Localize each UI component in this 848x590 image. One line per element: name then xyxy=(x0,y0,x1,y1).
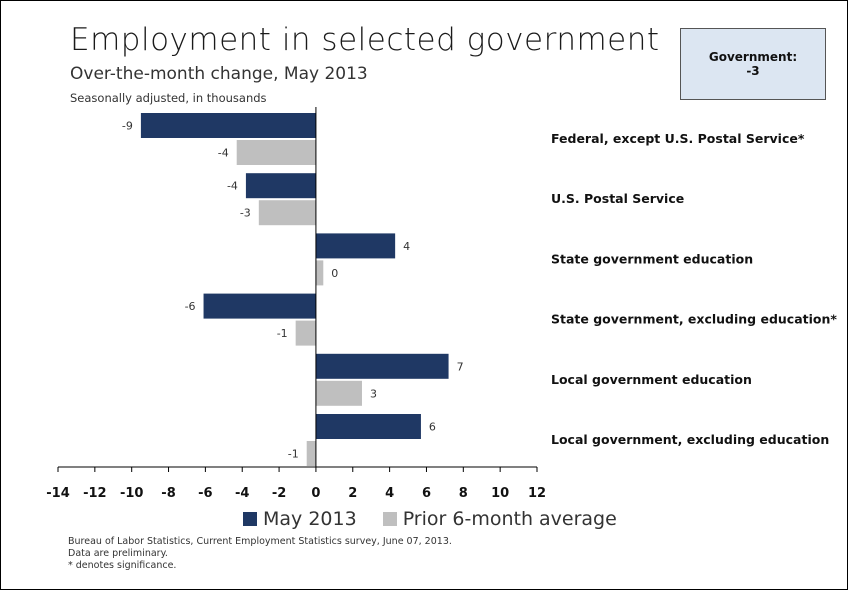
callout-value: -3 xyxy=(746,64,760,78)
data-label: -1 xyxy=(277,327,288,340)
data-label: -3 xyxy=(240,207,251,220)
category-label: U.S. Postal Service xyxy=(551,191,684,206)
units-note: Seasonally adjusted, in thousands xyxy=(70,91,267,105)
x-tick-label: 2 xyxy=(348,486,357,501)
data-label: -4 xyxy=(218,147,229,160)
category-label: Local government education xyxy=(551,372,752,387)
government-callout-box: Government: -3 xyxy=(680,28,826,100)
legend-item-prior-average: Prior 6-month average xyxy=(382,508,617,530)
category-label: State government, excluding education* xyxy=(551,312,837,327)
bar-may-2013 xyxy=(315,414,421,439)
data-label: 6 xyxy=(429,421,436,434)
bar-may-2013 xyxy=(315,233,396,259)
callout-label: Government: xyxy=(708,50,798,64)
data-label: 0 xyxy=(331,267,338,280)
chart-title: Employment in selected government xyxy=(70,22,660,58)
legend-swatch-prior-average xyxy=(382,512,397,526)
x-tick-label: -6 xyxy=(198,486,212,501)
bar-prior-average xyxy=(315,380,362,406)
bar-prior-average xyxy=(315,260,324,286)
data-label: 3 xyxy=(370,387,377,400)
x-tick-label: -14 xyxy=(46,486,70,501)
bar-may-2013 xyxy=(315,353,449,379)
bar-prior-average xyxy=(306,441,316,466)
legend-label-may-2013: May 2013 xyxy=(263,508,357,530)
legend: May 2013 Prior 6-month average xyxy=(243,508,643,530)
x-tick-label: -4 xyxy=(235,486,249,501)
data-label: -9 xyxy=(122,120,133,133)
data-label: 4 xyxy=(403,240,410,253)
bar-may-2013 xyxy=(140,113,316,138)
bar-may-2013 xyxy=(245,173,316,199)
category-label: Federal, except U.S. Postal Service* xyxy=(551,131,805,146)
legend-item-may-2013: May 2013 xyxy=(243,508,357,530)
x-tick-label: 4 xyxy=(385,486,394,501)
bar-prior-average xyxy=(258,200,316,226)
source-notes: Bureau of Labor Statistics, Current Empl… xyxy=(68,536,452,572)
x-tick-label: 8 xyxy=(459,486,468,501)
category-label: Local government, excluding education xyxy=(551,432,829,447)
x-tick-label: 10 xyxy=(491,486,509,501)
preliminary-note: Data are preliminary. xyxy=(68,548,168,559)
legend-label-prior-average: Prior 6-month average xyxy=(402,508,617,530)
data-label: 7 xyxy=(457,360,464,373)
data-label: -1 xyxy=(288,448,299,461)
category-label: State government education xyxy=(551,251,753,266)
chart-subtitle: Over-the-month change, May 2013 xyxy=(70,64,368,84)
x-tick-label: 12 xyxy=(528,486,546,501)
bar-prior-average xyxy=(236,140,316,165)
x-tick-label: -8 xyxy=(161,486,175,501)
x-tick-label: 6 xyxy=(422,486,431,501)
x-tick-label: -10 xyxy=(120,486,144,501)
legend-swatch-may-2013 xyxy=(243,512,257,526)
x-tick-label: -12 xyxy=(83,486,107,501)
bar-may-2013 xyxy=(203,293,316,319)
data-label: -4 xyxy=(227,180,238,193)
data-label: -6 xyxy=(185,300,196,313)
x-tick-label: 0 xyxy=(311,486,320,501)
source-line: Bureau of Labor Statistics, Current Empl… xyxy=(68,536,452,547)
bar-prior-average xyxy=(295,320,316,346)
x-tick-label: -2 xyxy=(272,486,286,501)
significance-note: * denotes significance. xyxy=(68,560,177,571)
bar-chart: -9 -4 Federal, except U.S. Postal Service*… xyxy=(46,107,837,501)
